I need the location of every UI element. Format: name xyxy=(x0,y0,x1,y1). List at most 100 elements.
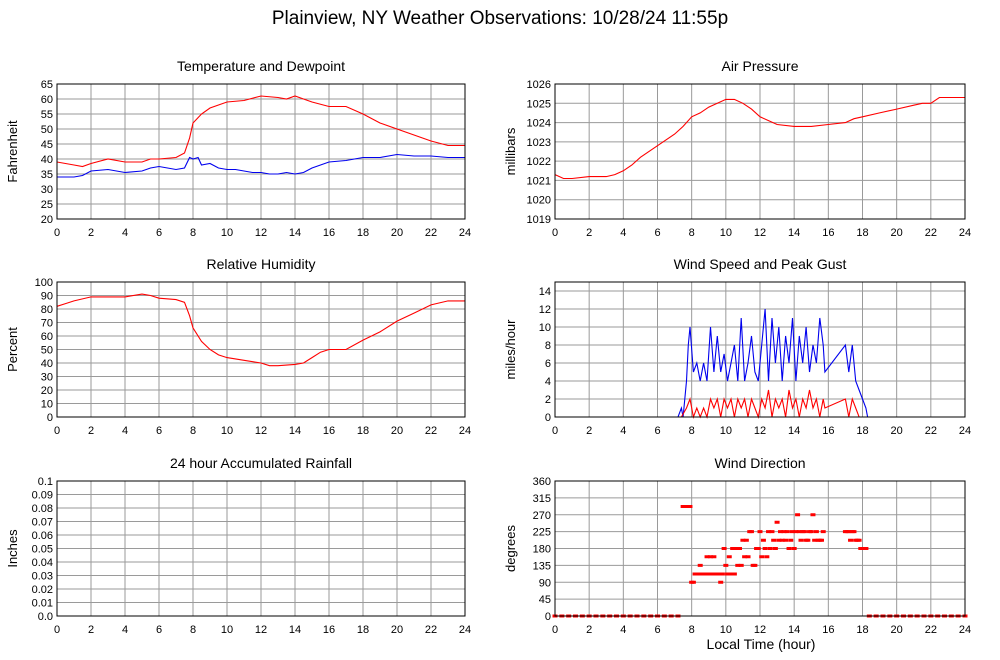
data-point xyxy=(776,538,782,542)
data-point xyxy=(764,555,770,559)
x-tick-label: 16 xyxy=(822,624,834,636)
data-point xyxy=(742,555,748,559)
data-point xyxy=(721,547,727,550)
y-tick-label: 0.01 xyxy=(32,598,53,610)
chart-title: Temperature and Dewpoint xyxy=(177,58,345,74)
x-tick-label: 24 xyxy=(459,624,471,636)
data-point xyxy=(760,538,766,542)
x-tick-label: 6 xyxy=(156,624,162,636)
data-point xyxy=(783,538,789,542)
data-point xyxy=(846,530,852,534)
y-tick-label: 40 xyxy=(41,154,53,166)
y-tick-label: 50 xyxy=(41,124,53,136)
x-tick-label: 18 xyxy=(357,425,369,437)
y-tick-label: 0.0 xyxy=(38,611,53,623)
data-point xyxy=(680,505,686,508)
x-tick-label: 24 xyxy=(459,227,471,239)
y-tick-label: 315 xyxy=(533,493,551,505)
y-tick-label: 225 xyxy=(533,527,551,539)
data-point xyxy=(728,572,734,576)
y-tick-label: 20 xyxy=(41,214,53,226)
data-point xyxy=(769,530,775,534)
x-tick-label: 10 xyxy=(221,227,233,239)
y-tick-label: 0 xyxy=(545,611,551,623)
x-tick-label: 14 xyxy=(788,227,800,239)
y-axis-label: miles/hour xyxy=(503,319,518,380)
data-point xyxy=(856,538,862,542)
data-point xyxy=(791,547,797,550)
y-tick-label: 45 xyxy=(41,139,53,151)
x-tick-label: 8 xyxy=(689,624,695,636)
data-point xyxy=(766,530,772,534)
data-point xyxy=(819,538,824,542)
data-point xyxy=(743,538,749,542)
x-tick-label: 20 xyxy=(891,425,903,437)
plot-frame xyxy=(56,281,466,418)
y-tick-label: 0.09 xyxy=(32,490,53,502)
y-axis-label: Inches xyxy=(5,529,20,568)
y-tick-label: 25 xyxy=(41,199,53,211)
data-point xyxy=(726,555,732,559)
data-point xyxy=(759,555,765,559)
y-tick-label: 1024 xyxy=(527,118,551,130)
page-title: Plainview, NY Weather Observations: 10/2… xyxy=(271,8,729,29)
data-point xyxy=(798,538,804,542)
x-tick-label: 22 xyxy=(925,624,937,636)
chart-title: Air Pressure xyxy=(721,58,798,74)
data-point xyxy=(774,520,780,524)
data-point xyxy=(755,547,761,550)
shared-x-axis-label: Local Time (hour) xyxy=(706,636,816,652)
x-tick-label: 22 xyxy=(925,425,937,437)
data-point xyxy=(702,572,708,576)
plot-frame xyxy=(56,480,466,617)
x-tick-label: 10 xyxy=(221,624,233,636)
y-tick-label: 100 xyxy=(35,277,53,289)
x-tick-label: 14 xyxy=(289,624,301,636)
data-point xyxy=(735,563,741,567)
y-tick-label: 0.07 xyxy=(32,517,53,529)
data-point xyxy=(704,555,710,559)
data-point xyxy=(733,547,739,550)
y-tick-label: 1025 xyxy=(527,98,551,110)
y-tick-label: 65 xyxy=(41,79,53,91)
y-tick-label: 70 xyxy=(41,318,53,330)
data-point xyxy=(690,580,696,584)
x-tick-label: 24 xyxy=(959,624,971,636)
x-tick-label: 4 xyxy=(620,425,626,437)
x-tick-label: 14 xyxy=(289,227,301,239)
x-tick-label: 6 xyxy=(156,227,162,239)
data-point xyxy=(788,538,794,542)
x-tick-label: 16 xyxy=(822,425,834,437)
x-tick-label: 2 xyxy=(88,624,94,636)
data-point xyxy=(784,530,790,534)
x-tick-label: 6 xyxy=(654,425,660,437)
data-point xyxy=(786,547,792,550)
x-tick-label: 12 xyxy=(255,425,267,437)
chart-title: 24 hour Accumulated Rainfall xyxy=(170,455,352,471)
x-tick-label: 6 xyxy=(156,425,162,437)
x-tick-label: 8 xyxy=(190,624,196,636)
y-tick-label: 4 xyxy=(545,376,551,388)
plot-frame xyxy=(554,480,966,617)
x-tick-label: 20 xyxy=(391,227,403,239)
plot-frame xyxy=(554,281,966,418)
y-tick-label: 0 xyxy=(545,412,551,424)
data-point xyxy=(725,572,731,576)
x-tick-label: 10 xyxy=(720,425,732,437)
y-tick-label: 1020 xyxy=(527,195,551,207)
data-point xyxy=(772,547,778,550)
data-point xyxy=(696,572,701,576)
x-tick-label: 16 xyxy=(323,227,335,239)
x-tick-label: 0 xyxy=(54,425,60,437)
y-tick-label: 180 xyxy=(533,544,551,556)
data-point xyxy=(730,547,736,550)
series-line-1 xyxy=(57,153,465,178)
data-point xyxy=(737,547,742,550)
x-tick-label: 6 xyxy=(654,227,660,239)
y-tick-label: 0 xyxy=(47,412,53,424)
x-tick-label: 4 xyxy=(122,227,128,239)
x-tick-label: 22 xyxy=(925,227,937,239)
